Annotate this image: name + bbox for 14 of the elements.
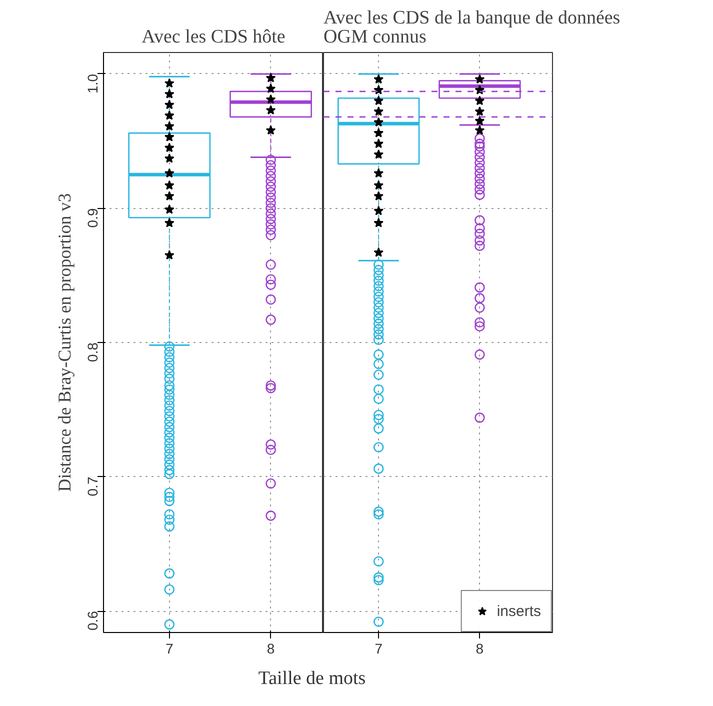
x-axis-title: Taille de mots [258,667,366,691]
legend-label: inserts [496,602,541,620]
y-tick-label: 0.8 [84,342,100,362]
x-tick-label: 7 [374,640,383,656]
x-tick-label: 8 [476,640,484,656]
y-tick-label: 0.9 [84,208,100,228]
chart-title: Avec les CDS hôte [142,26,286,48]
chart-title: Avec les CDS de la banque de données OGM connus [324,8,620,48]
y-axis-title: Distance de Bray-Curtis en proportion v3 [54,193,74,492]
y-tick-label: 1.0 [84,74,100,94]
y-tick-label: 0.6 [84,610,100,630]
x-tick-label: 7 [166,640,174,656]
x-tick-label: 8 [266,640,275,656]
y-tick-label: 0.7 [84,476,100,496]
